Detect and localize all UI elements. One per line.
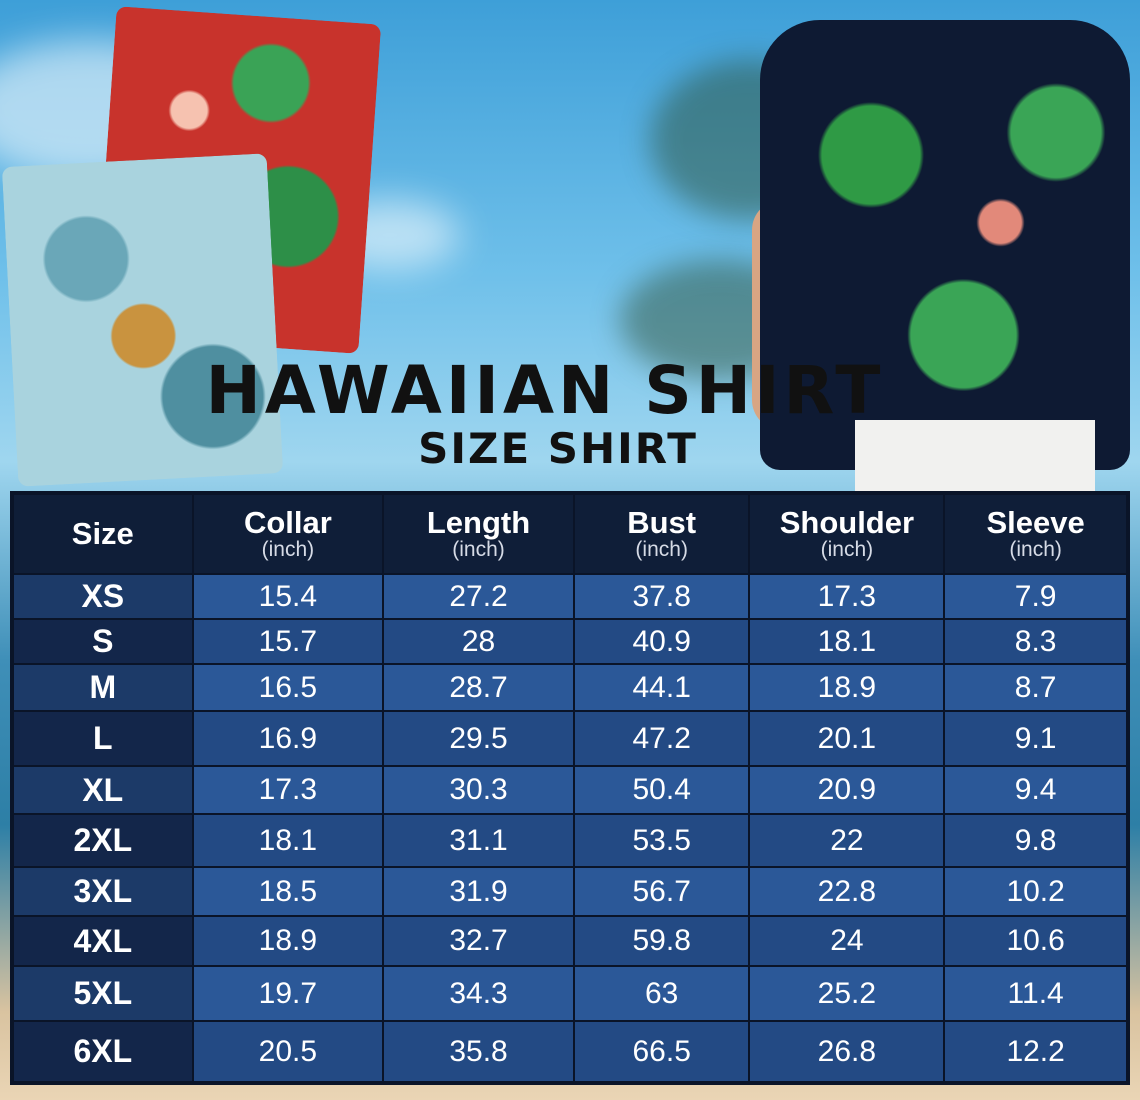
measurement-cell: 27.2: [382, 573, 575, 620]
measurement-cell: 16.5: [191, 663, 385, 712]
table-row: 6XL 20.5 35.8 66.5 26.8 12.2: [12, 1020, 1128, 1083]
measurement-cell: 17.3: [748, 573, 946, 620]
column-header: Size: [12, 493, 194, 575]
column-header-label: Shoulder: [779, 504, 915, 540]
column-header: Collar (inch): [191, 493, 385, 575]
column-header-label: Size: [71, 515, 134, 551]
measurement-cell: 24: [748, 915, 946, 967]
page-title: HAWAIIAN SHIRT: [205, 352, 885, 429]
measurement-cell: 15.4: [191, 573, 385, 620]
size-label: 2XL: [12, 813, 194, 868]
measurement-cell: 25.2: [748, 965, 946, 1022]
size-table: Size Collar (inch) Length (inch) Bust (inch) Sh…: [12, 493, 1128, 1083]
measurement-cell: 29.5: [382, 710, 575, 767]
measurement-cell: 34.3: [382, 965, 575, 1022]
column-header: Bust (inch): [572, 493, 751, 575]
column-header-unit: (inch): [1009, 538, 1062, 562]
measurement-cell: 28.7: [382, 663, 575, 712]
table-row: 3XL 18.5 31.9 56.7 22.8 10.2: [12, 866, 1128, 917]
measurement-cell: 44.1: [572, 663, 751, 712]
header-row: Size Collar (inch) Length (inch) Bust (inch) Sh…: [12, 493, 1128, 575]
model-shirt-image: [760, 20, 1130, 470]
column-header-unit: (inch): [452, 538, 505, 562]
measurement-cell: 63: [572, 965, 751, 1022]
measurement-cell: 22: [748, 813, 946, 868]
measurement-cell: 35.8: [382, 1020, 575, 1083]
size-label: S: [12, 618, 194, 665]
size-label: 4XL: [12, 915, 194, 967]
table-row: XS 15.4 27.2 37.8 17.3 7.9: [12, 573, 1128, 620]
measurement-cell: 53.5: [572, 813, 751, 868]
measurement-cell: 16.9: [191, 710, 385, 767]
measurement-cell: 8.3: [943, 618, 1128, 665]
size-label: M: [12, 663, 194, 712]
column-header-unit: (inch): [635, 538, 688, 562]
table-row: M 16.5 28.7 44.1 18.9 8.7: [12, 663, 1128, 712]
column-header-unit: (inch): [820, 538, 874, 562]
measurement-cell: 18.1: [191, 813, 385, 868]
measurement-cell: 40.9: [572, 618, 751, 665]
measurement-cell: 12.2: [943, 1020, 1128, 1083]
table-row: 2XL 18.1 31.1 53.5 22 9.8: [12, 813, 1128, 868]
measurement-cell: 26.8: [748, 1020, 946, 1083]
measurement-cell: 10.6: [943, 915, 1128, 967]
model-pants: [855, 420, 1095, 492]
measurement-cell: 66.5: [572, 1020, 751, 1083]
measurement-cell: 30.3: [382, 765, 575, 815]
measurement-cell: 37.8: [572, 573, 751, 620]
page-subtitle: SIZE SHIRT: [418, 424, 698, 473]
measurement-cell: 8.7: [943, 663, 1128, 712]
column-header-label: Collar: [243, 504, 332, 540]
measurement-cell: 11.4: [943, 965, 1128, 1022]
table-row: 4XL 18.9 32.7 59.8 24 10.6: [12, 915, 1128, 967]
measurement-cell: 10.2: [943, 866, 1128, 917]
table-row: 5XL 19.7 34.3 63 25.2 11.4: [12, 965, 1128, 1022]
measurement-cell: 18.1: [748, 618, 946, 665]
measurement-cell: 22.8: [748, 866, 946, 917]
table-row: S 15.7 28 40.9 18.1 8.3: [12, 618, 1128, 665]
measurement-cell: 28: [382, 618, 575, 665]
measurement-cell: 17.3: [191, 765, 385, 815]
size-label: XL: [12, 765, 194, 815]
measurement-cell: 9.8: [943, 813, 1128, 868]
size-label: XS: [12, 573, 194, 620]
size-label: L: [12, 710, 194, 767]
measurement-cell: 9.1: [943, 710, 1128, 767]
column-header: Length (inch): [382, 493, 575, 575]
measurement-cell: 15.7: [191, 618, 385, 665]
measurement-cell: 50.4: [572, 765, 751, 815]
size-label: 6XL: [12, 1020, 194, 1083]
table-row: XL 17.3 30.3 50.4 20.9 9.4: [12, 765, 1128, 815]
measurement-cell: 18.9: [191, 915, 385, 967]
measurement-cell: 20.9: [748, 765, 946, 815]
column-header-unit: (inch): [261, 538, 315, 562]
measurement-cell: 7.9: [943, 573, 1128, 620]
measurement-cell: 47.2: [572, 710, 751, 767]
measurement-cell: 31.9: [382, 866, 575, 917]
measurement-cell: 20.5: [191, 1020, 385, 1083]
column-header-label: Sleeve: [986, 504, 1085, 540]
size-label: 5XL: [12, 965, 194, 1022]
measurement-cell: 56.7: [572, 866, 751, 917]
size-label: 3XL: [12, 866, 194, 917]
measurement-cell: 19.7: [191, 965, 385, 1022]
measurement-cell: 59.8: [572, 915, 751, 967]
measurement-cell: 18.9: [748, 663, 946, 712]
column-header-label: Length: [426, 504, 531, 540]
column-header: Shoulder (inch): [748, 493, 946, 575]
table-row: L 16.9 29.5 47.2 20.1 9.1: [12, 710, 1128, 767]
measurement-cell: 20.1: [748, 710, 946, 767]
measurement-cell: 18.5: [191, 866, 385, 917]
measurement-cell: 31.1: [382, 813, 575, 868]
column-header: Sleeve (inch): [943, 493, 1128, 575]
measurement-cell: 32.7: [382, 915, 575, 967]
measurement-cell: 9.4: [943, 765, 1128, 815]
column-header-label: Bust: [627, 504, 697, 540]
